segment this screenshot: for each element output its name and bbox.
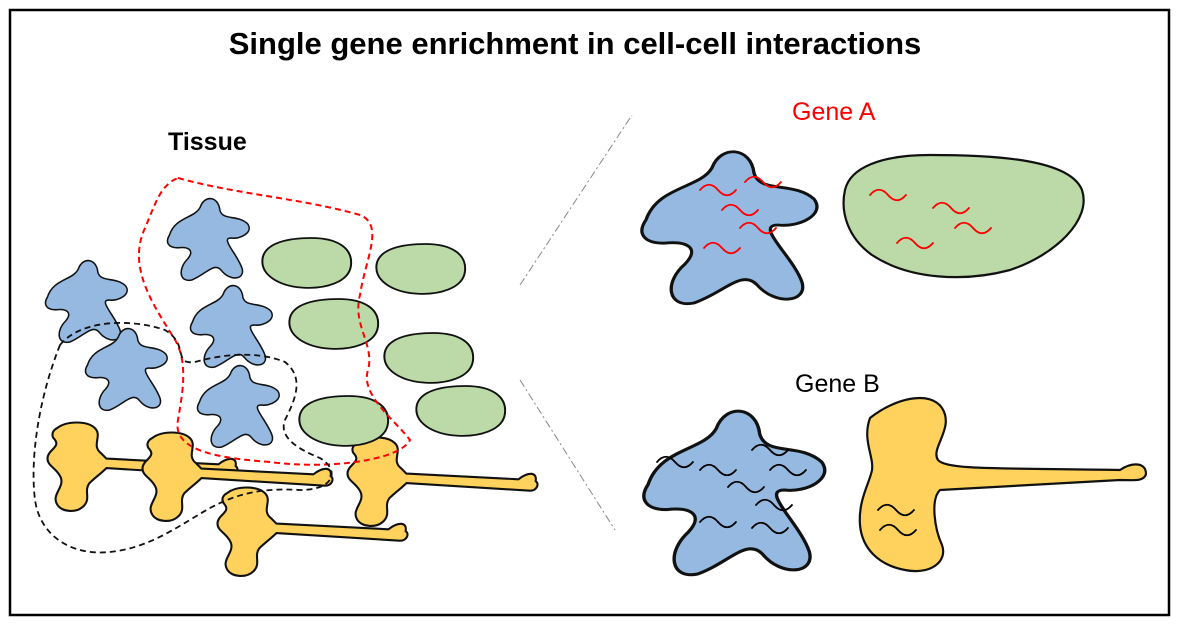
tissue-green-cells bbox=[261, 237, 507, 447]
gene-b-label: Gene B bbox=[795, 370, 880, 398]
tissue-panel: Tissue bbox=[32, 128, 539, 577]
gene-a-label: Gene A bbox=[792, 98, 876, 126]
tissue-green-cell bbox=[288, 298, 380, 350]
tissue-green-cell bbox=[261, 237, 353, 289]
gene-b-yellow-cell bbox=[858, 396, 1148, 573]
tissue-blue-cell bbox=[166, 197, 250, 282]
gene-a-blue-cell bbox=[640, 150, 819, 306]
tissue-blue-cell bbox=[44, 259, 128, 344]
tissue-label: Tissue bbox=[168, 128, 247, 156]
tissue-green-cell bbox=[415, 385, 507, 437]
gene-b-neighborhood-outline bbox=[32, 321, 333, 554]
gene-a-panel: Gene A bbox=[640, 98, 1085, 306]
figure-title: Single gene enrichment in cell-cell inte… bbox=[229, 26, 922, 61]
zoom-guide-top bbox=[519, 114, 633, 286]
tissue-blue-cell bbox=[84, 327, 168, 412]
tissue-blue-cells bbox=[44, 197, 280, 449]
gene-a-neighborhood-outline bbox=[137, 176, 412, 466]
gene-b-panel: Gene B bbox=[642, 370, 1148, 577]
gene-a-green-cell bbox=[842, 153, 1085, 279]
tissue-blue-cell bbox=[196, 364, 280, 449]
gene-b-blue-cell bbox=[642, 409, 827, 577]
tissue-green-cell bbox=[383, 332, 475, 384]
tissue-green-cell bbox=[375, 243, 467, 295]
tissue-green-cell bbox=[298, 395, 390, 447]
zoom-guide-bottom bbox=[519, 379, 616, 531]
tissue-yellow-cell bbox=[346, 436, 539, 527]
tissue-yellow-cells bbox=[46, 421, 539, 577]
figure-frame bbox=[8, 8, 1171, 617]
